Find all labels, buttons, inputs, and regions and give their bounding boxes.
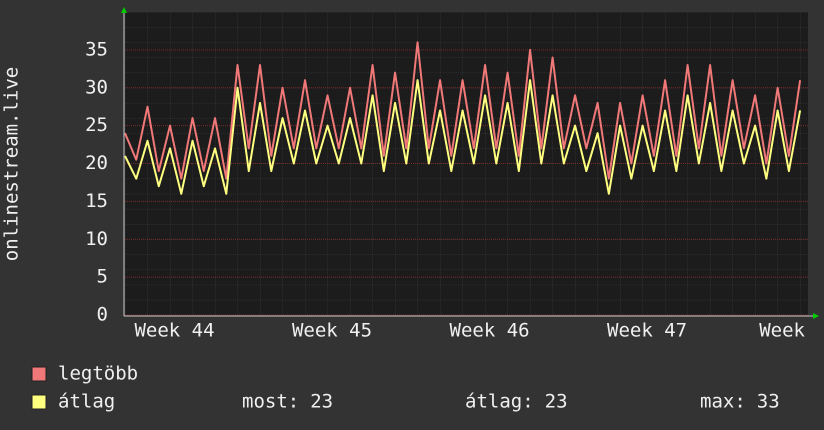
x-tick-label: Week: [759, 320, 805, 342]
y-arrow: [121, 7, 127, 13]
series-layer: [124, 41, 802, 195]
y-tick-label: 25: [85, 114, 108, 136]
legend: legtöbb átlag most: 23 átlag: 23 max: 33: [31, 363, 780, 413]
stat-label: max:: [700, 391, 746, 413]
y-axis-label: onlinestream.live: [1, 67, 23, 261]
stat-value: 23: [310, 391, 333, 413]
label-layer: 0 5 10 15 20 25 30 35 Week 44 Week 45 Week 46 Week …: [85, 38, 805, 341]
series-line: [124, 79, 802, 195]
x-tick-label: Week 45: [292, 320, 372, 342]
x-tick-label: Week 44: [134, 320, 214, 342]
x-tick-label: Week 46: [450, 320, 530, 342]
stat-value: 33: [757, 391, 780, 413]
y-tick-label: 0: [97, 304, 108, 326]
stat-label: most:: [242, 391, 299, 413]
legend-swatch: [31, 366, 47, 382]
x-tick-label: Week 47: [607, 320, 687, 342]
legend-label: legtöbb: [58, 363, 138, 385]
stat-label: átlag:: [465, 391, 534, 413]
legend-swatch: [31, 394, 47, 410]
x-arrow: [813, 313, 819, 319]
y-tick-label: 15: [85, 190, 108, 212]
stat-value: 23: [545, 391, 568, 413]
y-tick-label: 10: [85, 228, 108, 250]
legend-label: átlag: [58, 391, 115, 413]
y-tick-label: 30: [85, 76, 108, 98]
minor-grid: [125, 12, 808, 315]
series-line: [124, 41, 802, 180]
y-tick-label: 35: [85, 38, 108, 60]
y-tick-label: 20: [85, 152, 108, 174]
y-tick-label: 5: [97, 266, 108, 288]
